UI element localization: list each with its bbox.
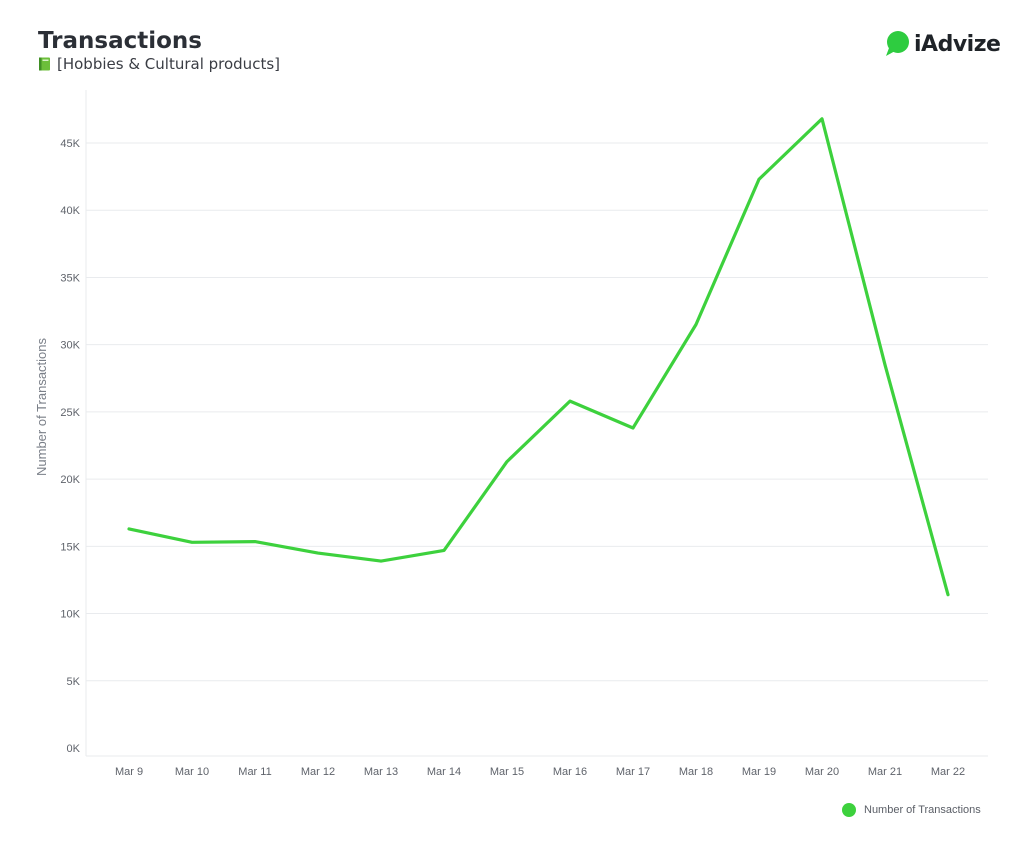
y-tick-label: 30K [60, 340, 80, 352]
x-tick-label: Mar 13 [364, 766, 398, 778]
x-tick-label: Mar 12 [301, 766, 335, 778]
data-point[interactable] [186, 536, 198, 548]
series-line[interactable] [127, 117, 950, 597]
y-tick-label: 0K [67, 743, 81, 755]
data-point[interactable] [753, 173, 765, 185]
data-point[interactable] [564, 395, 576, 407]
data-point[interactable] [312, 547, 324, 559]
data-point[interactable] [942, 589, 954, 601]
iadvize-logo: iAdvize [884, 30, 1001, 58]
data-point[interactable] [123, 523, 135, 535]
x-tick-label: Mar 18 [679, 766, 713, 778]
x-tick-label: Mar 9 [115, 766, 143, 778]
y-tick-label: 45K [60, 138, 80, 150]
green-book-icon [39, 57, 50, 71]
y-tick-label: 5K [67, 676, 81, 688]
y-axis-label: Number of Transactions [34, 338, 49, 477]
data-point[interactable] [501, 456, 513, 468]
logo-text: iAdvize [914, 31, 1001, 57]
x-tick-label: Mar 11 [238, 766, 271, 778]
x-tick-label: Mar 19 [742, 766, 776, 778]
data-point[interactable] [816, 113, 828, 125]
chart-legend[interactable]: Number of Transactions [842, 803, 981, 817]
chart-title: Transactions [38, 28, 202, 54]
legend-label: Number of Transactions [864, 804, 981, 816]
y-tick-label: 10K [60, 609, 80, 621]
x-tick-label: Mar 22 [931, 766, 965, 778]
y-tick-label: 35K [60, 272, 80, 284]
y-tick-label: 20K [60, 474, 80, 486]
x-tick-label: Mar 20 [805, 766, 839, 778]
data-point[interactable] [249, 536, 261, 548]
data-point[interactable] [690, 319, 702, 331]
y-tick-label: 25K [60, 407, 80, 419]
x-tick-label: Mar 10 [175, 766, 209, 778]
x-tick-label: Mar 17 [616, 766, 650, 778]
chart-subtitle: [Hobbies & Cultural products] [38, 55, 280, 73]
x-tick-label: Mar 16 [553, 766, 587, 778]
chart-subtitle-text: [Hobbies & Cultural products] [57, 55, 280, 73]
data-point[interactable] [375, 555, 387, 567]
chat-bubble-icon [886, 31, 909, 56]
data-point[interactable] [438, 544, 450, 556]
x-tick-label: Mar 21 [868, 766, 902, 778]
data-point[interactable] [627, 422, 639, 434]
data-point[interactable] [879, 359, 891, 371]
x-tick-label: Mar 14 [427, 766, 461, 778]
x-tick-label: Mar 15 [490, 766, 524, 778]
y-tick-label: 40K [60, 205, 80, 217]
y-tick-label: 15K [60, 541, 80, 553]
legend-swatch [842, 803, 856, 817]
